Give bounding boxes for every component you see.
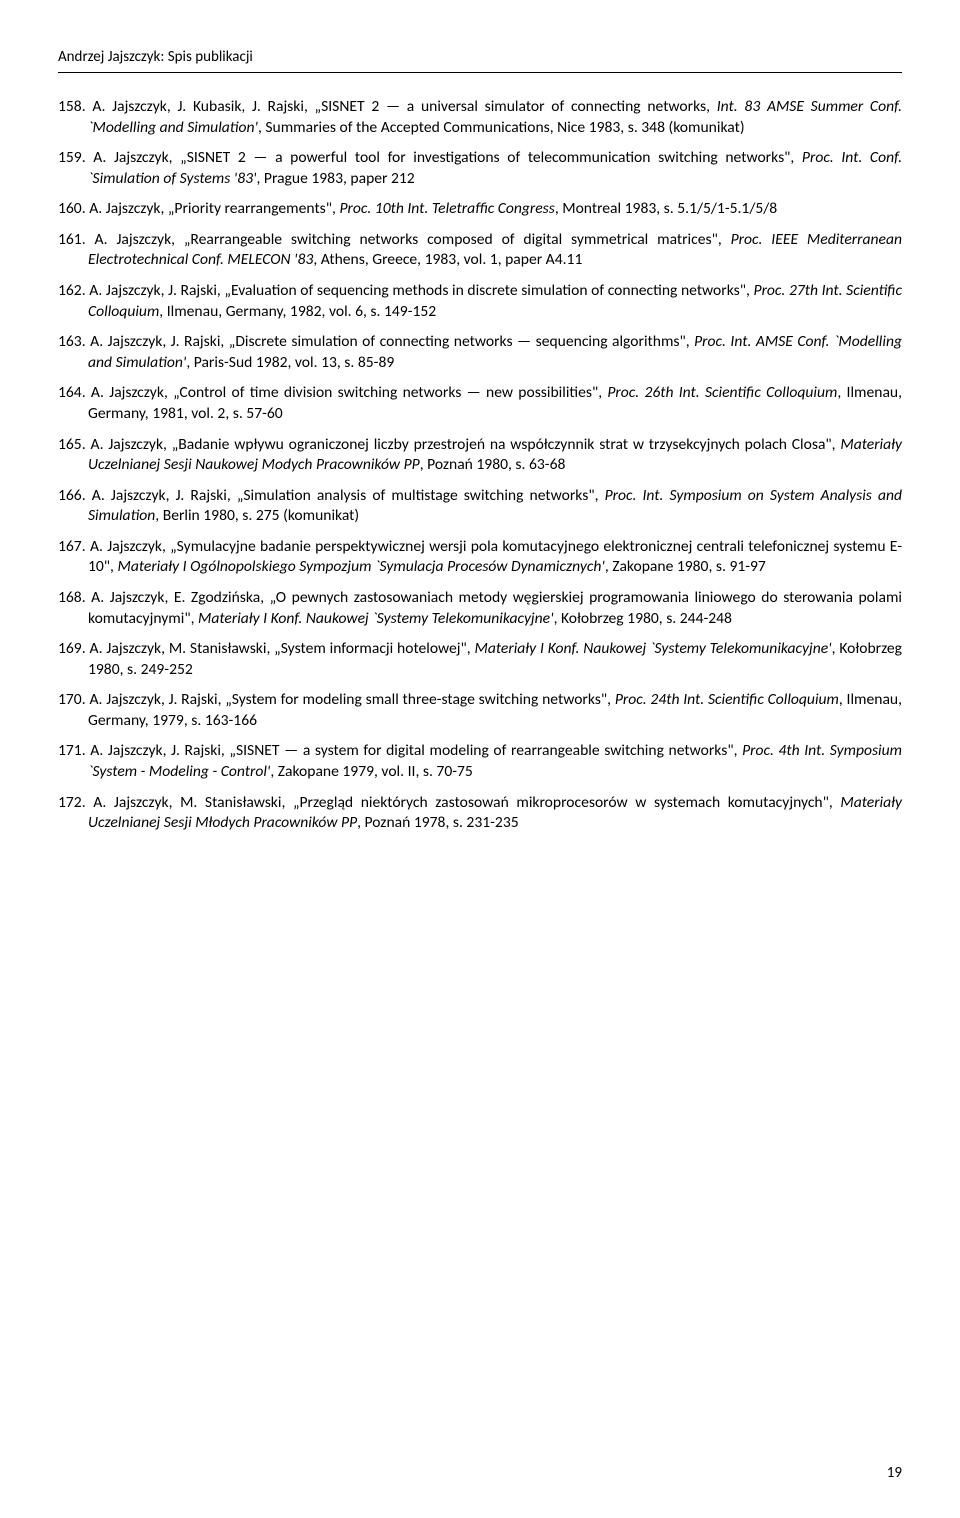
entry-number: 162. — [58, 281, 86, 300]
entry-text-pre: A. Jajszczyk, J. Rajski, „Simulation ana… — [92, 486, 605, 505]
entry-text-pre: A. Jajszczyk, J. Kubasik, J. Rajski, „SI… — [92, 97, 716, 116]
reference-entry: 167. A. Jajszczyk, „Symulacyjne badanie … — [58, 537, 902, 578]
entry-text-post: , Summaries of the Accepted Communicatio… — [258, 118, 745, 137]
entry-text-pre: A. Jajszczyk, „SISNET 2 — a powerful too… — [93, 148, 802, 167]
reference-entry: 168. A. Jajszczyk, E. Zgodzińska, „O pew… — [58, 588, 902, 629]
entry-text-pre: A. Jajszczyk, „Rearrangeable switching n… — [95, 230, 731, 249]
entry-number: 163. — [58, 332, 86, 351]
reference-entry: 170. A. Jajszczyk, J. Rajski, „System fo… — [58, 690, 902, 731]
reference-entry: 159. A. Jajszczyk, „SISNET 2 — a powerfu… — [58, 148, 902, 189]
entry-text-post: , Zakopane 1980, s. 91-97 — [605, 557, 766, 576]
reference-entry: 162. A. Jajszczyk, J. Rajski, „Evaluatio… — [58, 281, 902, 322]
page-container: Andrzej Jajszczyk: Spis publikacji 158. … — [0, 0, 960, 1518]
reference-entry: 166. A. Jajszczyk, J. Rajski, „Simulatio… — [58, 486, 902, 527]
entry-text-pre: A. Jajszczyk, „Badanie wpływu ograniczon… — [90, 435, 840, 454]
page-number: 19 — [887, 1464, 902, 1482]
entry-text-post: , Montreal 1983, s. 5.1/5/1-5.1/5/8 — [555, 199, 777, 218]
entry-number: 160. — [58, 199, 86, 218]
entry-number: 169. — [58, 639, 86, 658]
reference-entry: 163. A. Jajszczyk, J. Rajski, „Discrete … — [58, 332, 902, 373]
reference-entry: 172. A. Jajszczyk, M. Stanisławski, „Prz… — [58, 793, 902, 834]
entry-number: 159. — [58, 148, 86, 167]
entry-publication-title: Proc. 26th Int. Scientific Colloquium — [607, 383, 837, 402]
entry-text-pre: A. Jajszczyk, „Priority rearrangements", — [89, 199, 339, 218]
reference-entry: 171. A. Jajszczyk, J. Rajski, „SISNET — … — [58, 741, 902, 782]
entry-text-pre: A. Jajszczyk, J. Rajski, „Evaluation of … — [89, 281, 753, 300]
entry-publication-title: Materiały I Ogólnopolskiego Sympozjum `S… — [117, 557, 604, 576]
entry-text-post: , Berlin 1980, s. 275 (komunikat) — [155, 506, 359, 525]
entry-text-post: , Prague 1983, paper 212 — [257, 169, 415, 188]
entry-text-pre: A. Jajszczyk, J. Rajski, „SISNET — a sys… — [90, 741, 742, 760]
entry-text-pre: A. Jajszczyk, M. Stanisławski, „System i… — [90, 639, 475, 658]
entry-publication-title: Proc. 10th Int. Teletraffic Congress — [339, 199, 554, 218]
entry-text-post: , Poznań 1978, s. 231-235 — [357, 813, 519, 832]
entry-number: 167. — [58, 537, 86, 556]
page-header: Andrzej Jajszczyk: Spis publikacji — [58, 48, 902, 66]
entry-text-post: , Paris-Sud 1982, vol. 13, s. 85-89 — [186, 353, 394, 372]
header-rule — [58, 72, 902, 73]
entry-publication-title: Proc. 24th Int. Scientific Colloquium — [615, 690, 839, 709]
entry-text-pre: A. Jajszczyk, „Control of time division … — [91, 383, 607, 402]
entry-text-post: , Athens, Greece, 1983, vol. 1, paper A4… — [313, 250, 582, 269]
reference-entry: 169. A. Jajszczyk, M. Stanisławski, „Sys… — [58, 639, 902, 680]
entry-text-post: , Kołobrzeg 1980, s. 244-248 — [554, 609, 732, 628]
entry-text-pre: A. Jajszczyk, J. Rajski, „Discrete simul… — [90, 332, 694, 351]
reference-entry: 160. A. Jajszczyk, „Priority rearrangeme… — [58, 199, 902, 220]
entry-text-pre: A. Jajszczyk, M. Stanisławski, „Przegląd… — [93, 793, 840, 812]
reference-entry: 158. A. Jajszczyk, J. Kubasik, J. Rajski… — [58, 97, 902, 138]
entry-number: 172. — [58, 793, 86, 812]
entry-text-post: , Poznań 1980, s. 63-68 — [420, 455, 566, 474]
entry-number: 164. — [58, 383, 86, 402]
entry-text-pre: A. Jajszczyk, J. Rajski, „System for mod… — [89, 690, 614, 709]
entry-number: 158. — [58, 97, 86, 116]
entry-publication-title: Materiały I Konf. Naukowej `Systemy Tele… — [475, 639, 832, 658]
entry-number: 168. — [58, 588, 86, 607]
entry-number: 171. — [58, 741, 86, 760]
reference-entry: 161. A. Jajszczyk, „Rearrangeable switch… — [58, 230, 902, 271]
entry-publication-title: Materiały I Konf. Naukowej `Systemy Tele… — [198, 609, 554, 628]
entry-text-post: , Zakopane 1979, vol. II, s. 70-75 — [270, 762, 472, 781]
entry-number: 166. — [58, 486, 86, 505]
entry-number: 170. — [58, 690, 86, 709]
reference-entry: 164. A. Jajszczyk, „Control of time divi… — [58, 383, 902, 424]
entry-number: 165. — [58, 435, 86, 454]
entry-text-post: , Ilmenau, Germany, 1982, vol. 6, s. 149… — [159, 302, 436, 321]
entries-list: 158. A. Jajszczyk, J. Kubasik, J. Rajski… — [58, 97, 902, 834]
reference-entry: 165. A. Jajszczyk, „Badanie wpływu ogran… — [58, 435, 902, 476]
entry-number: 161. — [58, 230, 86, 249]
